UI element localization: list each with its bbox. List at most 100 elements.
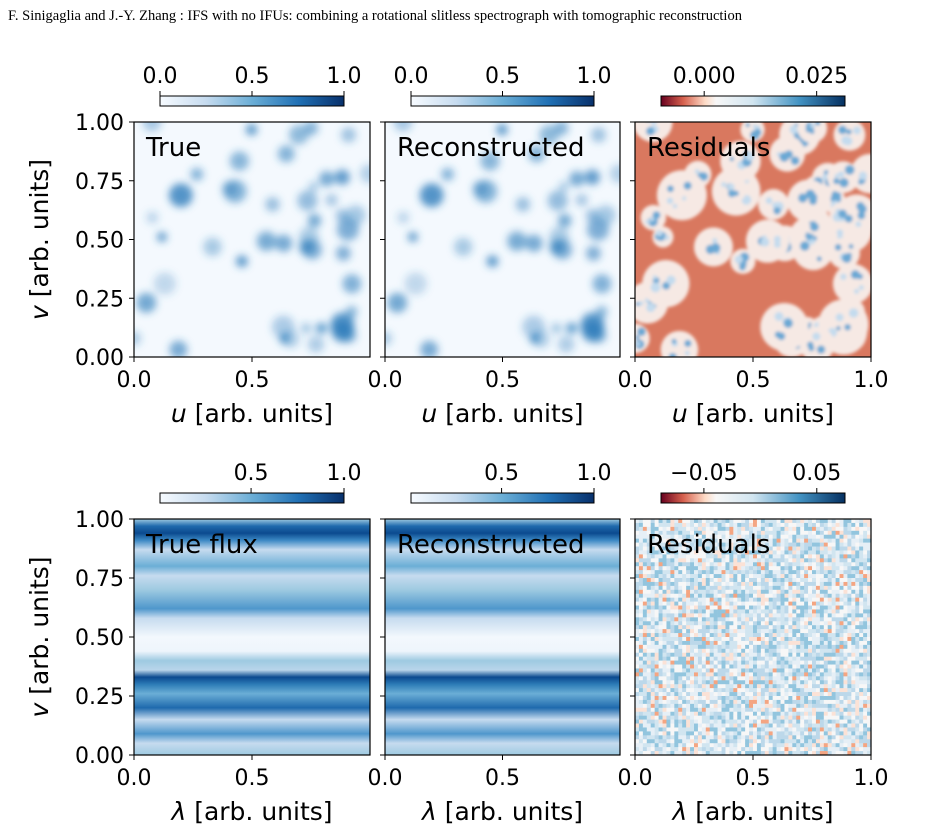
residual-speck <box>773 241 781 248</box>
source <box>575 194 588 207</box>
source <box>407 231 418 242</box>
source <box>609 164 620 184</box>
residual-speck <box>838 125 847 135</box>
x-tick-label: 0.0 <box>368 766 403 791</box>
source <box>584 169 600 185</box>
residual-speck <box>765 197 773 204</box>
source <box>300 322 312 334</box>
x-tick-label: 0.5 <box>485 766 520 791</box>
residual-speck <box>658 236 664 242</box>
source <box>288 124 309 145</box>
x-tick-label: 1.0 <box>854 368 889 393</box>
residual-speck <box>842 253 852 263</box>
residual-speck <box>646 126 655 136</box>
running-header: F. Sinigaglia and J.-Y. Zhang : IFS with… <box>8 8 743 24</box>
source <box>315 322 328 335</box>
panel-label: True <box>145 133 201 163</box>
residual-speck <box>745 151 755 161</box>
residual-speck <box>816 256 822 262</box>
residual-speck <box>645 219 650 225</box>
source <box>222 181 238 197</box>
y-tick-label: 0.00 <box>75 744 124 769</box>
colorbar-tick-label: 0.5 <box>235 64 270 89</box>
source <box>580 312 605 337</box>
x-axis-label: u [arb. units] <box>421 399 583 428</box>
residual-speck <box>734 255 743 264</box>
source <box>275 234 293 252</box>
residual-speck <box>712 238 718 244</box>
x-axis-label: u [arb. units] <box>672 399 834 428</box>
x-axis-symbol: u <box>421 399 437 428</box>
residual-speck <box>850 270 860 280</box>
residual-speck <box>671 338 677 344</box>
residual-speck <box>857 211 866 220</box>
source <box>235 255 248 268</box>
residual-speck <box>840 273 847 280</box>
residual-halo <box>799 326 835 357</box>
source <box>308 181 319 192</box>
residual-halo <box>833 122 866 151</box>
source <box>271 315 295 339</box>
residual-speck <box>846 129 852 135</box>
x-tick-label: 0.5 <box>235 766 270 791</box>
y-tick-label: 0.25 <box>75 685 124 710</box>
y-tick-label: 0.25 <box>75 287 124 312</box>
residual-speck <box>752 124 757 129</box>
source <box>480 151 500 171</box>
source <box>558 181 569 192</box>
source <box>420 340 439 357</box>
x-axis-label: λ [arb. units] <box>169 797 332 826</box>
source <box>506 230 528 252</box>
colorbar <box>410 95 595 107</box>
y-axis-symbol: v <box>25 304 54 320</box>
colorbar <box>660 95 846 107</box>
residual-speck <box>833 178 840 185</box>
colorbar-tick-label: 1.0 <box>327 461 362 486</box>
heatmap <box>635 519 871 755</box>
residual-speck <box>774 312 784 321</box>
heatmap-bg <box>385 519 620 755</box>
residual-speck <box>727 183 735 191</box>
heatmap <box>385 122 620 357</box>
residual-speck <box>694 169 700 174</box>
residual-speck <box>754 128 762 137</box>
colorbar-tick-label: 1.0 <box>577 64 612 89</box>
residual-speck <box>809 196 817 205</box>
source <box>297 190 318 211</box>
residual-speck <box>834 173 840 179</box>
residual-speck <box>838 209 847 219</box>
heatmap <box>385 519 620 755</box>
x-axis-symbol: λ <box>670 797 687 826</box>
source <box>203 237 222 257</box>
source <box>569 171 585 187</box>
residual-speck <box>872 173 881 182</box>
residual-speck <box>856 202 865 211</box>
source <box>142 122 162 132</box>
source <box>307 335 325 353</box>
residual-speck <box>839 178 849 188</box>
residual-speck <box>809 123 815 128</box>
residual-speck <box>683 181 692 190</box>
residual-speck <box>760 237 770 247</box>
source <box>340 127 357 143</box>
source <box>595 205 616 226</box>
residual-speck <box>721 182 727 188</box>
residual-speck <box>814 335 819 340</box>
colorbar-tick-label: 1.0 <box>577 461 612 486</box>
x-axis-unit: [arb. units] <box>696 399 834 428</box>
x-axis-unit: [arb. units] <box>445 399 583 428</box>
residual-speck <box>637 327 646 336</box>
residual-speck <box>635 335 640 340</box>
source <box>522 315 546 339</box>
x-tick-label: 0.5 <box>736 368 771 393</box>
residual-speck <box>650 216 655 222</box>
residual-speck <box>652 211 661 220</box>
y-axis-label: v [arb. units] <box>25 556 54 717</box>
residual-speck <box>790 156 800 165</box>
source <box>334 169 350 185</box>
residual-speck <box>699 172 708 181</box>
source <box>229 151 250 171</box>
residual-speck <box>798 193 808 203</box>
residual-speck <box>636 341 641 347</box>
residual-speck <box>684 350 690 356</box>
